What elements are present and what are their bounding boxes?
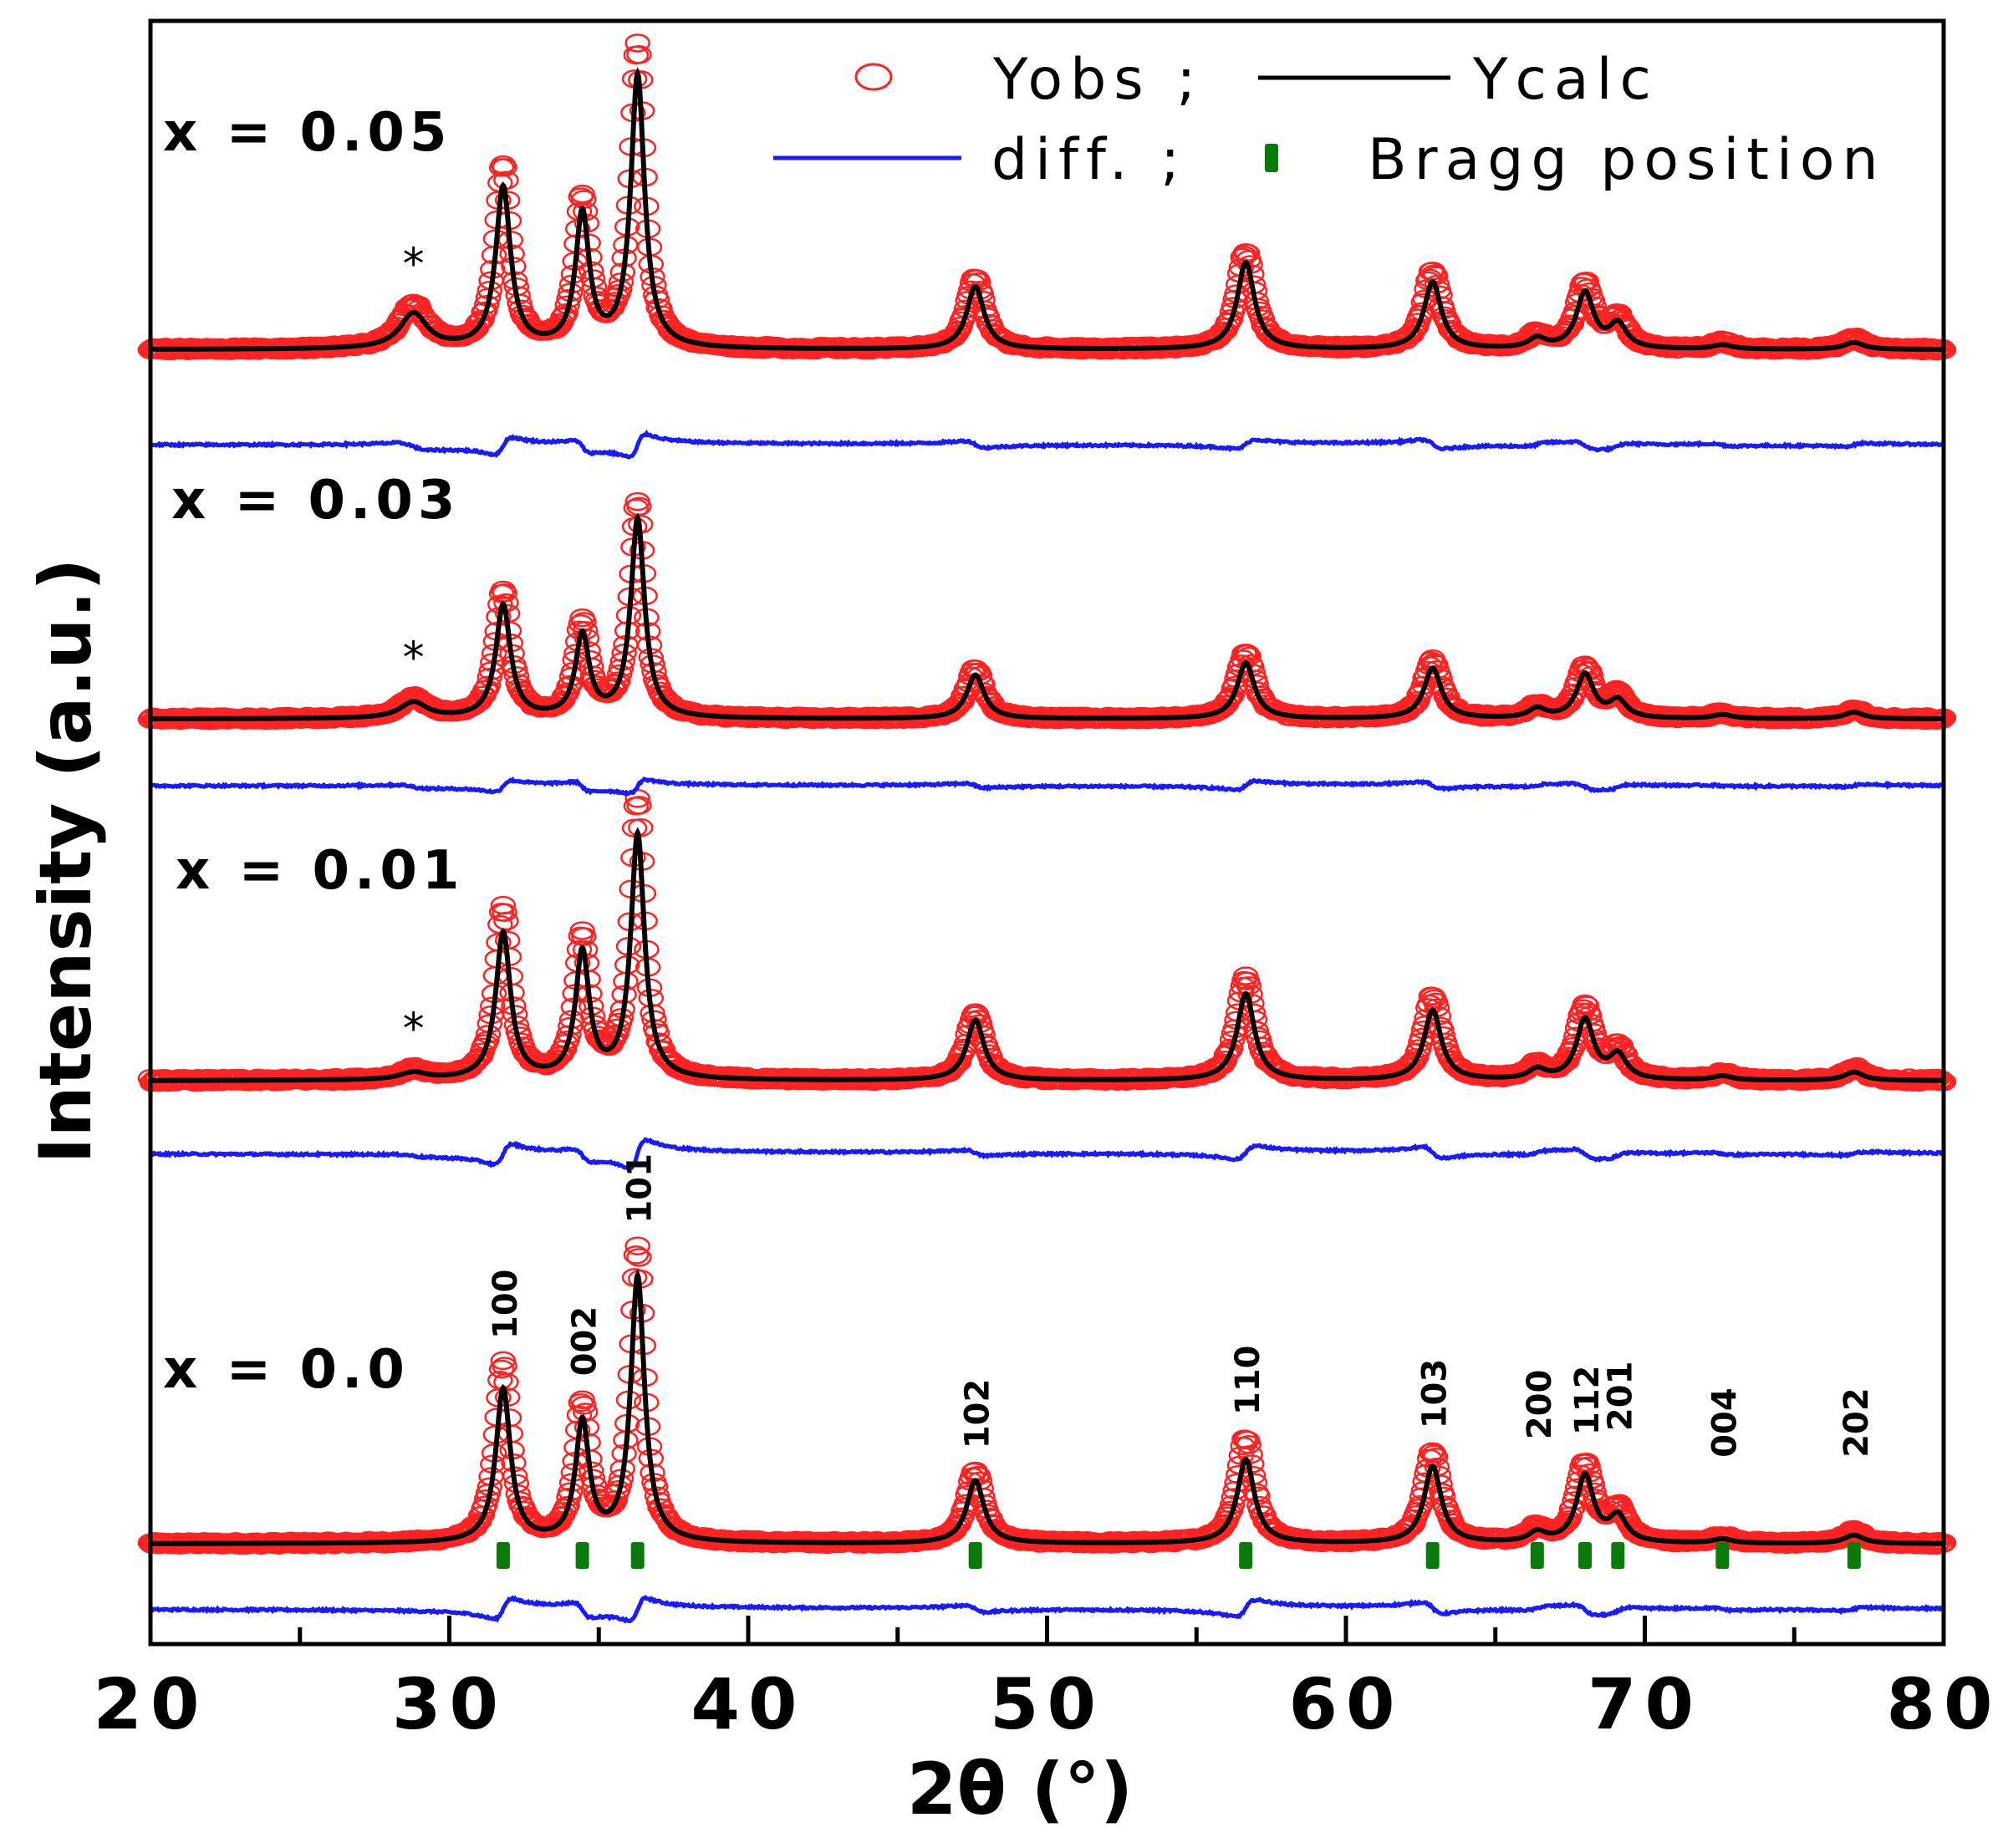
obs-point — [623, 1245, 650, 1265]
hkl-label: 102 — [959, 1379, 997, 1449]
bragg-marker — [1530, 1542, 1544, 1569]
bragg-marker — [496, 1542, 510, 1569]
hkl-label: 201 — [1601, 1362, 1639, 1432]
obs-point — [626, 1248, 652, 1267]
hkl-label: 202 — [1837, 1387, 1876, 1458]
plot-area — [137, 33, 1957, 1624]
x-tick-label: 70 — [1588, 1663, 1702, 1745]
legend-obs-label: Yobs ; — [992, 47, 1203, 113]
impurity-star-3: * — [403, 239, 425, 289]
obs-point — [465, 1513, 491, 1533]
bragg-marker — [630, 1542, 645, 1569]
bragg-marker — [1425, 1542, 1440, 1569]
bragg-marker — [1239, 1542, 1253, 1569]
bragg-marker — [968, 1542, 982, 1569]
x-tick-label: 50 — [990, 1663, 1104, 1745]
obs-point — [624, 1236, 650, 1255]
series-1 — [137, 789, 1957, 1171]
hkl-label: 101 — [621, 1153, 660, 1224]
legend-calc-label: Ycalc — [1472, 47, 1659, 113]
sample-label-0: x = 0.0 — [163, 1339, 410, 1401]
x-tick-label: 80 — [1887, 1663, 1998, 1745]
legend-bragg-label: Bragg position — [1368, 127, 1886, 193]
legend-bragg-symbol — [1265, 144, 1278, 172]
bragg-marker — [1611, 1542, 1625, 1569]
bragg-marker — [1847, 1542, 1861, 1569]
hkl-label: 103 — [1416, 1359, 1455, 1429]
obs-point — [1236, 1435, 1262, 1454]
impurity-star-2: * — [403, 633, 425, 683]
hkl-label: 200 — [1521, 1370, 1559, 1440]
sample-label-2: x = 0.03 — [171, 470, 460, 532]
bragg-marker — [575, 1542, 589, 1569]
x-tick-label: 20 — [94, 1663, 208, 1745]
legend-diff-label: diff. ; — [991, 127, 1187, 193]
y-axis-title: Intensity (a.u.) — [24, 558, 108, 1164]
hkl-label: 004 — [1705, 1387, 1744, 1458]
obs-point — [949, 1507, 975, 1526]
obs-point — [488, 1359, 515, 1379]
obs-point — [1399, 1516, 1425, 1535]
calc-line-0 — [150, 1269, 1944, 1546]
sample-label-3: x = 0.05 — [163, 102, 451, 164]
bragg-marker — [1715, 1542, 1730, 1569]
sample-label-1: x = 0.01 — [176, 840, 464, 902]
diff-line-0 — [148, 1595, 1944, 1624]
hkl-label: 002 — [566, 1306, 604, 1377]
x-tick-label: 60 — [1289, 1663, 1404, 1745]
x-tick-label: 40 — [691, 1663, 806, 1745]
obs-point — [571, 1396, 597, 1415]
impurity-star-1: * — [403, 1004, 425, 1054]
bragg-marker — [1578, 1542, 1592, 1569]
x-axis-title: 2θ (°) — [907, 1748, 1133, 1831]
series-0 — [137, 1236, 1957, 1624]
hkl-label: 100 — [487, 1270, 525, 1340]
x-tick-label: 30 — [392, 1663, 507, 1745]
hkl-label: 110 — [1229, 1346, 1267, 1416]
